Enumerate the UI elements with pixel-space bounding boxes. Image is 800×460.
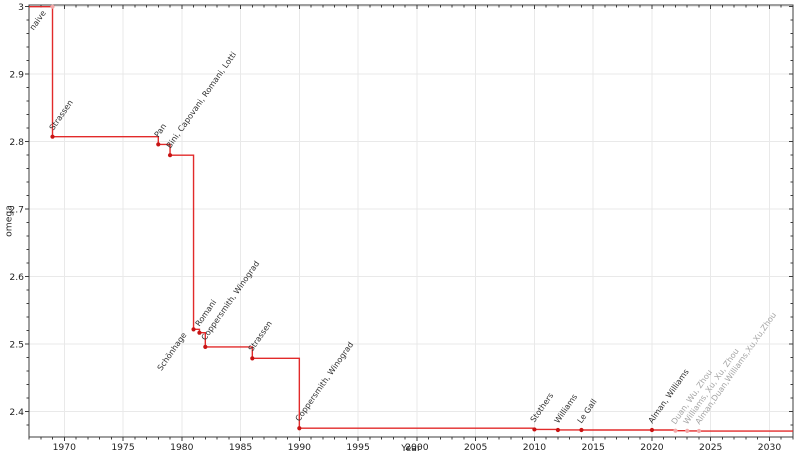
data-point-marker <box>250 356 255 361</box>
y-tick-label: 2.4 <box>9 407 24 418</box>
data-point-marker <box>197 330 202 335</box>
x-tick-label: 1995 <box>346 442 370 453</box>
data-point-marker <box>696 428 702 434</box>
y-tick-label: 2.8 <box>9 137 24 148</box>
omega-step-line <box>29 5 793 432</box>
y-axis-label: omega <box>3 205 15 237</box>
data-point-marker <box>50 134 55 139</box>
data-point-marker <box>167 153 173 158</box>
x-tick-label: 1985 <box>229 442 253 453</box>
y-tick-label: 3 <box>18 2 24 13</box>
data-point-marker <box>649 427 655 433</box>
data-point-marker <box>555 427 561 433</box>
data-point-marker <box>156 142 161 147</box>
data-point-marker <box>50 4 55 9</box>
data-point-marker <box>191 327 196 332</box>
y-tick-label: 2.6 <box>9 272 24 283</box>
y-tick-label: 2.5 <box>9 339 24 350</box>
x-tick-label: 2005 <box>464 442 488 453</box>
data-point-marker <box>203 344 208 349</box>
x-tick-label: 1970 <box>53 442 77 453</box>
x-axis-label: Year <box>401 443 421 454</box>
data-point-marker <box>532 427 537 432</box>
data-point-marker <box>297 426 302 431</box>
data-point-marker <box>579 427 584 433</box>
x-tick-label: 1990 <box>288 442 312 453</box>
x-tick-label: 2010 <box>523 442 547 453</box>
y-tick-label: 2.9 <box>9 69 24 80</box>
plot-frame <box>28 4 794 438</box>
data-point-marker <box>685 428 690 433</box>
x-tick-label: 2015 <box>581 442 605 453</box>
x-tick-label: 2030 <box>758 442 782 453</box>
x-tick-label: 1975 <box>111 442 135 453</box>
x-tick-label: 2020 <box>640 442 664 453</box>
x-tick-label: 2000 <box>405 442 429 453</box>
x-tick-label: 1980 <box>170 442 194 453</box>
x-tick-label: 2025 <box>699 442 723 453</box>
data-point-marker <box>673 428 678 433</box>
y-tick-label: 2.7 <box>9 204 24 215</box>
